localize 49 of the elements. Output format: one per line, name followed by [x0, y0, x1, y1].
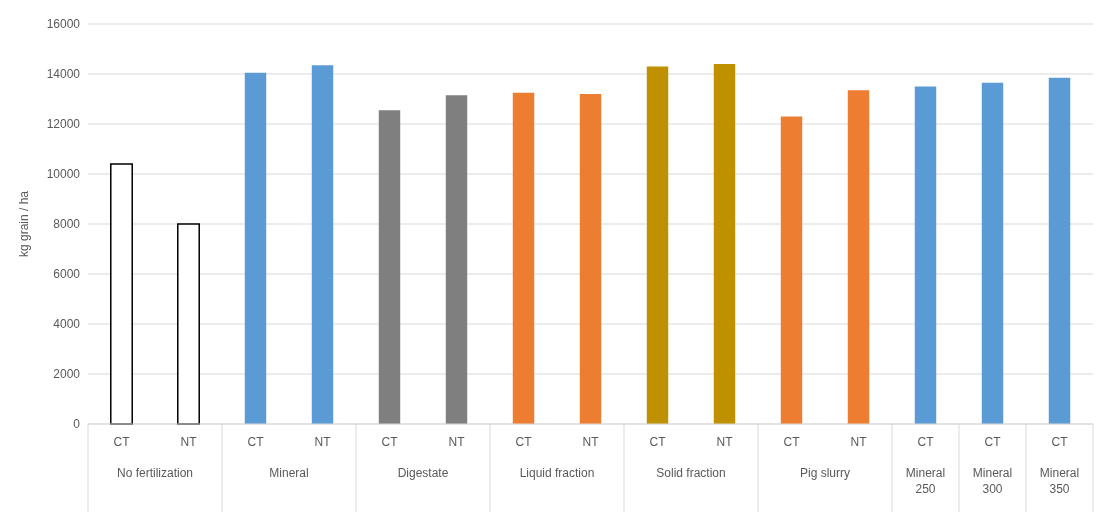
x-tick-label: NT	[582, 435, 600, 449]
x-tick-label: CT	[984, 435, 1002, 449]
bar	[512, 92, 535, 424]
y-tick-label: 12000	[46, 117, 81, 132]
bar	[177, 223, 200, 425]
y-tick-label: 14000	[46, 67, 81, 82]
x-tick-label: CT	[1051, 435, 1069, 449]
bar	[646, 66, 669, 424]
bar	[378, 110, 401, 424]
x-tick-label: CT	[113, 435, 131, 449]
text: Digestate	[397, 466, 449, 480]
bar	[914, 86, 937, 424]
x-tick-label: CT	[917, 435, 935, 449]
y-tick-label: 8000	[53, 217, 81, 232]
y-tick-label: 10000	[46, 167, 81, 182]
y-axis-title: kg grain / ha	[17, 190, 31, 258]
x-tick-label: CT	[783, 435, 801, 449]
x-tick-label: CT	[649, 435, 667, 449]
text: Mineral 300	[972, 466, 1013, 496]
x-tick-label: NT	[850, 435, 868, 449]
bar	[847, 90, 870, 424]
bar	[579, 94, 602, 424]
y-tick-label: 6000	[53, 267, 81, 282]
y-tick-label: 4000	[53, 317, 81, 332]
x-tick-label: NT	[180, 435, 198, 449]
text: Liquid fraction	[519, 466, 595, 480]
text: No fertilization	[116, 466, 194, 480]
bar	[713, 64, 736, 424]
y-tick-label: 2000	[53, 367, 81, 382]
x-tick-label: NT	[716, 435, 734, 449]
bar	[445, 95, 468, 424]
bar	[110, 163, 133, 425]
text: Mineral 250	[905, 466, 946, 496]
bar	[1048, 77, 1071, 424]
bar	[981, 82, 1004, 424]
x-tick-label: NT	[314, 435, 332, 449]
y-tick-label: 16000	[46, 17, 81, 32]
x-tick-label: NT	[448, 435, 466, 449]
bar	[780, 116, 803, 424]
text: Solid fraction	[656, 466, 726, 480]
text: Pig slurry	[799, 466, 851, 480]
x-tick-label: CT	[247, 435, 265, 449]
bar	[244, 72, 267, 424]
x-tick-label: CT	[515, 435, 533, 449]
text: Mineral 350	[1039, 466, 1080, 496]
y-tick-label: 0	[73, 417, 81, 432]
text: Mineral	[269, 466, 309, 480]
bar	[311, 65, 334, 424]
x-tick-label: CT	[381, 435, 399, 449]
